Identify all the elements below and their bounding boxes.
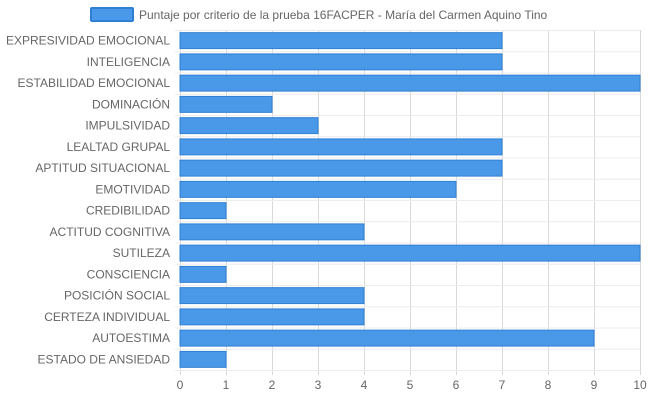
bar[interactable] xyxy=(179,180,457,198)
y-tick-label: CONSCIENCIA xyxy=(87,267,170,281)
y-tick-label: ESTABILIDAD EMOCIONAL xyxy=(18,76,171,90)
y-tick-label: APTITUD SITUACIONAL xyxy=(35,161,170,175)
bar[interactable] xyxy=(179,308,365,326)
y-tick-label: ESTADO DE ANSIEDAD xyxy=(38,352,171,366)
bar[interactable] xyxy=(179,53,503,71)
x-tick-label: 7 xyxy=(499,378,506,392)
bar[interactable] xyxy=(179,350,227,368)
bar[interactable] xyxy=(179,244,641,262)
x-tick-label: 4 xyxy=(361,378,368,392)
bar[interactable] xyxy=(179,329,595,347)
x-tick-label: 3 xyxy=(315,378,322,392)
x-tick-label: 10 xyxy=(633,378,647,392)
x-axis-labels: 0 1 2 3 4 5 6 7 8 9 10 xyxy=(177,378,647,392)
legend-label: Puntaje por criterio de la prueba 16FACP… xyxy=(139,8,548,22)
legend[interactable]: Puntaje por criterio de la prueba 16FACP… xyxy=(90,7,548,22)
bar[interactable] xyxy=(179,202,227,220)
y-axis-labels: EXPRESIVIDAD EMOCIONAL INTELIGENCIA ESTABI… xyxy=(6,34,170,367)
y-tick-label: SUTILEZA xyxy=(113,246,170,260)
x-tick-label: 8 xyxy=(545,378,552,392)
bar[interactable] xyxy=(179,117,319,135)
x-tick-label: 5 xyxy=(407,378,414,392)
bar[interactable] xyxy=(179,74,641,92)
y-tick-label: IMPULSIVIDAD xyxy=(85,119,170,133)
y-tick-label: AUTOESTIMA xyxy=(92,331,170,345)
y-tick-label: EMOTIVIDAD xyxy=(95,182,170,196)
bar[interactable] xyxy=(179,138,503,156)
y-tick-label: CREDIBILIDAD xyxy=(86,204,170,218)
y-tick-label: INTELIGENCIA xyxy=(87,55,170,69)
legend-swatch xyxy=(90,7,134,22)
x-tick-label: 9 xyxy=(591,378,598,392)
bar[interactable] xyxy=(179,265,227,283)
x-tick-label: 6 xyxy=(453,378,460,392)
y-tick-label: CERTEZA INDIVIDUAL xyxy=(44,310,170,324)
bars xyxy=(179,32,641,368)
y-tick-label: LEALTAD GRUPAL xyxy=(67,140,171,154)
x-tick-label: 1 xyxy=(223,378,230,392)
bar[interactable] xyxy=(179,159,503,177)
y-tick-label: ACTITUD COGNITIVA xyxy=(50,225,170,239)
bar[interactable] xyxy=(179,32,503,50)
bar[interactable] xyxy=(179,95,273,113)
y-tick-label: POSICIÓN SOCIAL xyxy=(64,288,170,303)
bar[interactable] xyxy=(179,223,365,241)
x-tick-label: 2 xyxy=(269,378,276,392)
y-tick-label: EXPRESIVIDAD EMOCIONAL xyxy=(6,34,170,48)
bar[interactable] xyxy=(179,287,365,305)
y-tick-label: DOMINACIÓN xyxy=(92,96,170,111)
x-tick-label: 0 xyxy=(177,378,184,392)
